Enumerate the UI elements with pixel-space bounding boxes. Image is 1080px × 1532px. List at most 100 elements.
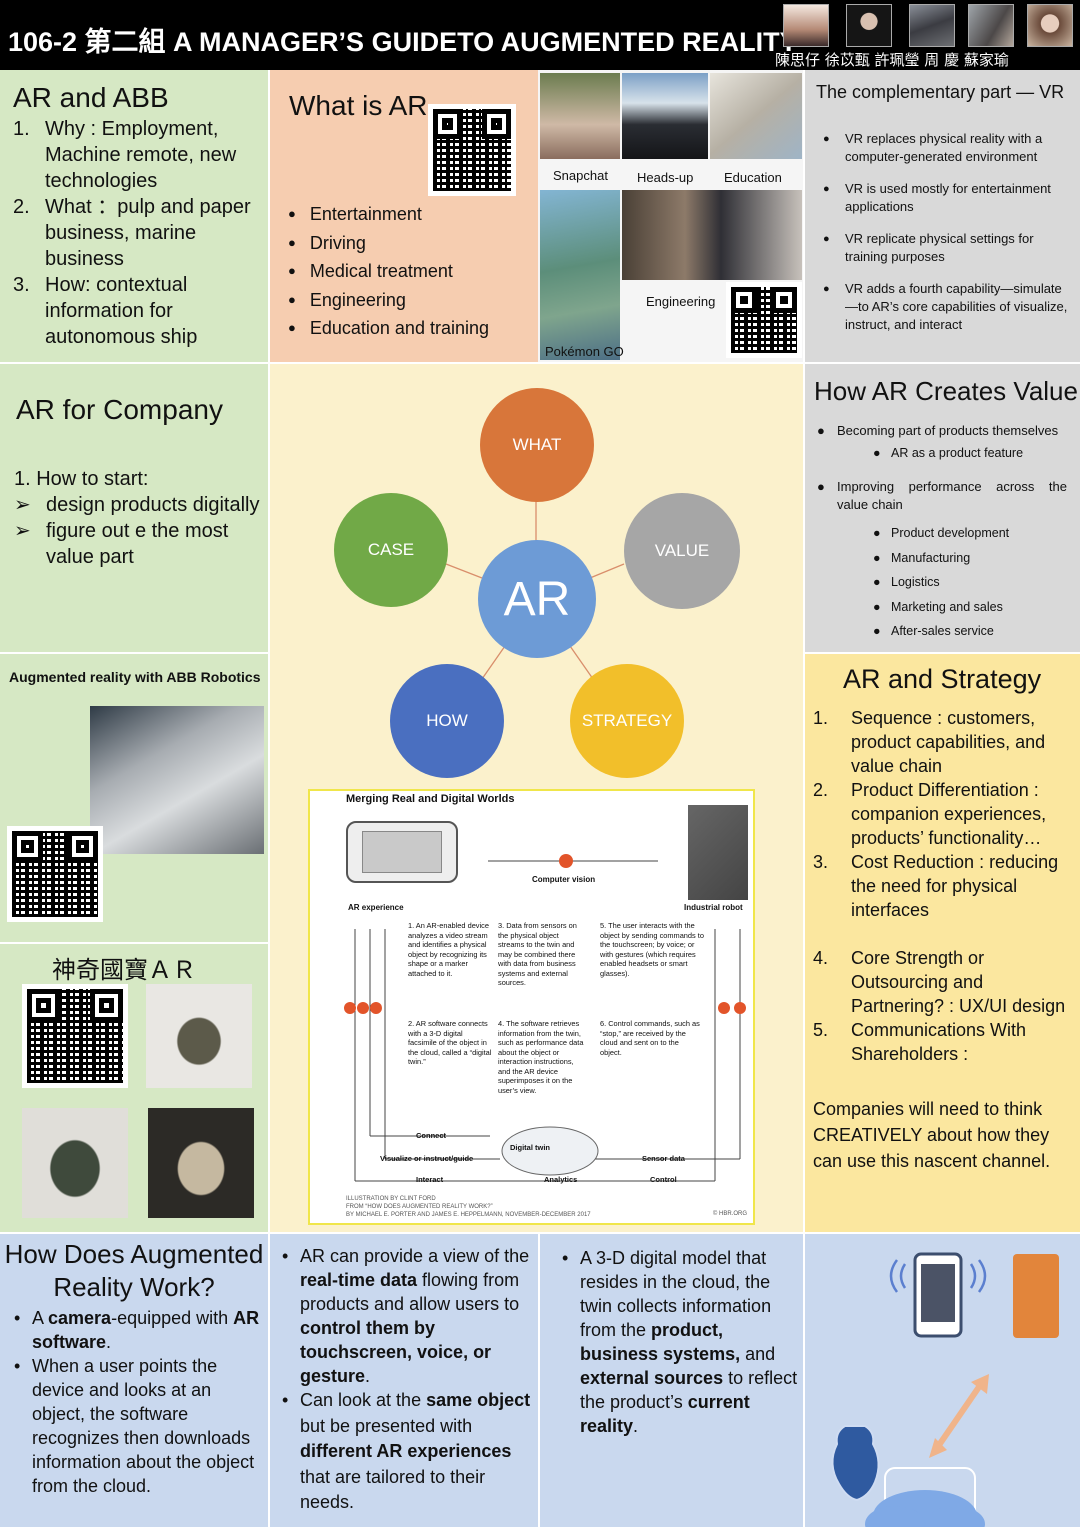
member-avatar — [909, 4, 955, 47]
photo-label: Pokémon GO — [545, 344, 624, 359]
ar-diagram-panel: WHAT VALUE STRATEGY HOW CASE AR Merging … — [270, 364, 803, 1232]
treasure-panel: 神奇國寶ＡＲ — [0, 944, 268, 1232]
value-sub-1: ● AR as a product feature — [873, 446, 1024, 460]
list-item: AR can provide a view of the real-time d… — [274, 1244, 532, 1388]
figure-title: Merging Real and Digital Worlds — [346, 793, 515, 805]
list-item: VR replaces physical reality with a comp… — [813, 130, 1073, 166]
list-item: ➢ design products digitally — [14, 494, 260, 516]
digital-twin-label: Digital twin — [510, 1143, 550, 1152]
list-item: Medical treatment — [288, 257, 489, 286]
list-item: ● Product development — [873, 526, 1010, 540]
how-work-list: A camera-equipped with AR software. When… — [6, 1306, 262, 1498]
step-1: 1. An AR-enabled device analyzes a video… — [408, 921, 489, 978]
qr-code — [726, 282, 802, 358]
ar-company-heading: AR for Company — [16, 394, 223, 425]
analytics-label: Analytics — [544, 1175, 578, 1184]
what-circle: WHAT — [480, 388, 594, 502]
list-item: 5. Communications With Shareholders : — [813, 1020, 1027, 1064]
illustration-panel — [805, 1234, 1080, 1532]
value-bullet-2: ● Improving performance across the value … — [817, 479, 1067, 512]
hbr-copyright: © HBR.ORG — [712, 1211, 747, 1217]
robot-illustration — [688, 805, 748, 900]
hbr-figure: Merging Real and Digital Worlds AR exper… — [308, 789, 755, 1225]
what-is-ar-list: Entertainment Driving Medical treatment … — [288, 200, 489, 343]
strategy-circle: STRATEGY — [570, 664, 684, 778]
vase-icon — [831, 1425, 880, 1502]
list-item: 3. How: contextual information for autono… — [13, 274, 198, 348]
member-avatar — [783, 4, 829, 47]
poster-title: 106-2 第二組 A MANAGER’S GUIDETO AUGMENTED … — [8, 27, 798, 57]
abb-robotics-panel: Augmented reality with ABB Robotics — [0, 654, 268, 942]
visualize-label: Visualize or instruct/guide — [380, 1154, 474, 1163]
heads-up-photo — [622, 73, 708, 159]
treasure-heading: 神奇國寶ＡＲ — [52, 956, 196, 984]
qr-code — [7, 826, 103, 922]
interact-label: Interact — [416, 1175, 444, 1184]
photo-label: Education — [724, 170, 782, 185]
list-item: ● After-sales service — [873, 624, 994, 638]
robot-photo — [90, 706, 264, 854]
list-item: A 3-D digital model that resides in the … — [554, 1246, 798, 1438]
digital-twin-panel: A 3-D digital model that resides in the … — [540, 1234, 803, 1527]
digital-twin-list: A 3-D digital model that resides in the … — [554, 1246, 798, 1438]
phone-cloud-illustration — [831, 1252, 1059, 1532]
engineering-photo — [622, 190, 802, 280]
list-item: Engineering — [288, 286, 489, 315]
step-2: 2. AR software connects with a 3-D digit… — [408, 1019, 492, 1066]
company-list: ➢ design products digitally ➢ figure out e… — [14, 492, 266, 570]
list-item: 2. What ：pulp and paper business, marine … — [13, 196, 251, 270]
computer-vision-label: Computer vision — [532, 875, 596, 884]
list-item: 3. Cost Reduction : reducing the need for… — [813, 852, 1059, 920]
strategy-panel: AR and Strategy 1. Sequence : customers, … — [805, 654, 1080, 1232]
ar-abb-list: 1. Why : Employment, Machine remote, new … — [13, 116, 263, 350]
bronze-vase-photo — [22, 1108, 128, 1218]
value-sub-list: ● Product development ● Manufacturing ● Log… — [873, 521, 1009, 644]
list-item: ● Logistics — [873, 575, 940, 589]
list-item: Driving — [288, 229, 489, 258]
realtime-panel: AR can provide a view of the real-time d… — [270, 1234, 538, 1527]
photo-label: Heads-up — [637, 170, 694, 185]
member-avatar — [846, 4, 892, 47]
list-item: A camera-equipped with AR software. — [6, 1306, 262, 1354]
education-photo — [710, 73, 802, 159]
ar-abb-panel: AR and ABB 1. Why : Employment, Machine r… — [0, 70, 268, 362]
list-item: VR is used mostly for entertainment appl… — [813, 180, 1073, 216]
flow-arrows — [344, 854, 746, 1182]
abb-robotics-caption: Augmented reality with ABB Robotics — [9, 669, 261, 685]
photo-label: Engineering — [646, 294, 716, 309]
qr-code — [428, 104, 516, 196]
member-names: 陳思仔 徐苡甄 許珮瑩 周 慶 蘇家瑜 — [775, 51, 1009, 69]
step-5: 5. The user interacts with the object by… — [600, 921, 704, 978]
vr-list: VR replaces physical reality with a comp… — [813, 130, 1073, 348]
vr-panel: The complementary part — VR VR replaces … — [805, 70, 1080, 362]
list-item: ➢ figure out e the most value part — [14, 520, 229, 568]
jade-carving-photo — [148, 1108, 254, 1218]
bronze-vessel-photo — [146, 984, 252, 1088]
control-label: Control — [650, 1175, 677, 1184]
qr-code — [22, 984, 128, 1088]
member-avatar — [968, 4, 1014, 47]
title-bar: 106-2 第二組 A MANAGER’S GUIDETO AUGMENTED … — [0, 0, 1080, 70]
list-item: When a user points the device and looks … — [6, 1354, 262, 1498]
step-3: 3. Data from sensors on the physical obj… — [498, 921, 577, 987]
list-item: Entertainment — [288, 200, 489, 229]
value-circle: VALUE — [624, 493, 740, 609]
list-item: VR replicate physical settings for train… — [813, 230, 1073, 266]
strategy-closing: Companies will need to think CREATIVELY … — [813, 1099, 1051, 1171]
how-work-heading: How Does Augmented Reality Work? — [4, 1239, 264, 1302]
snapchat-photo — [540, 73, 620, 159]
how-work-panel: How Does Augmented Reality Work? A camer… — [0, 1234, 268, 1527]
what-is-ar-panel: What is AR Entertainment Driving Medical… — [270, 70, 538, 362]
industrial-robot-label: Industrial robot — [684, 903, 743, 912]
ar-center-circle: AR — [478, 540, 596, 658]
how-to-start: 1. How to start: — [14, 468, 149, 490]
list-item: ● Marketing and sales — [873, 599, 1003, 614]
strategy-heading: AR and Strategy — [843, 664, 1042, 694]
list-item: 4. Core Strength or Outsourcing and Partn… — [813, 948, 1066, 1016]
sensor-data-label: Sensor data — [642, 1154, 685, 1163]
list-item: 2. Product Differentiation : companion ex… — [813, 780, 1047, 848]
list-item: 1. Sequence : customers, product capabili… — [813, 708, 1046, 776]
ar-company-panel: AR for Company 1. How to start: ➢ design … — [0, 364, 268, 652]
list-item: 1. Why : Employment, Machine remote, new … — [13, 118, 237, 192]
member-avatar — [1027, 4, 1073, 47]
